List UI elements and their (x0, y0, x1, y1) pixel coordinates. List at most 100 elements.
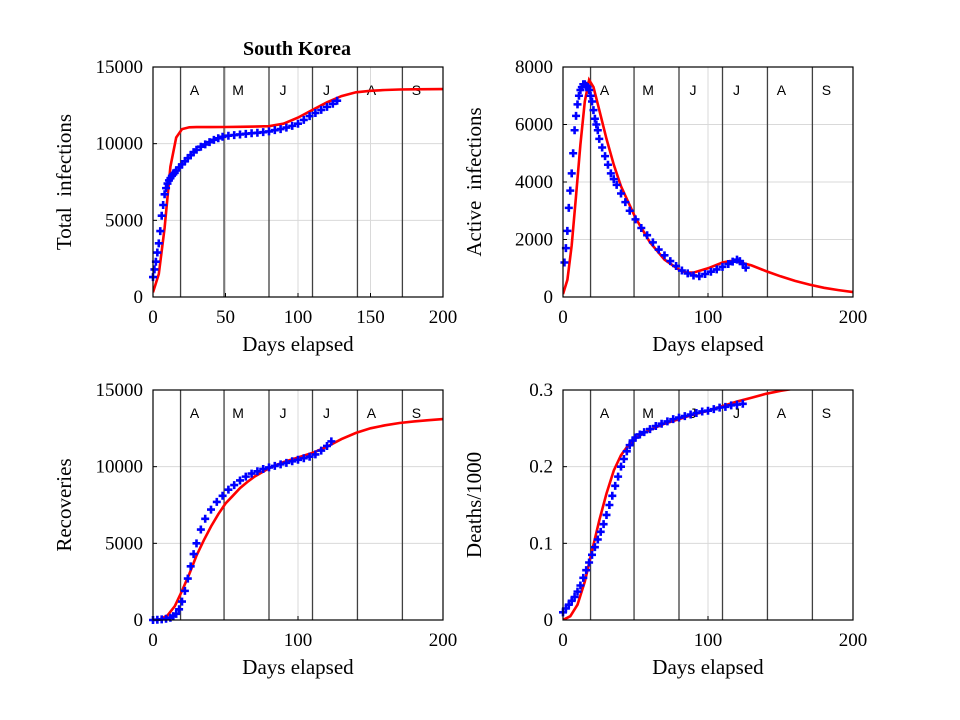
x-tick-label: 100 (694, 307, 723, 328)
observed-point (209, 135, 218, 144)
x-tick-label: 0 (558, 307, 568, 328)
observed-point (672, 261, 681, 270)
x-tick-label: 0 (148, 307, 158, 328)
y-tick-label: 15000 (96, 380, 144, 401)
observed-point (311, 450, 320, 459)
observed-point (589, 106, 598, 115)
observed-point (712, 265, 721, 274)
observed-point (586, 91, 595, 100)
observed-point (172, 609, 181, 618)
observed-point (609, 175, 618, 184)
observed-point (570, 593, 579, 601)
model-line (563, 76, 853, 295)
observed-point (201, 514, 210, 523)
y-tick-label: 0 (544, 610, 554, 631)
observed-point (648, 238, 657, 247)
observed-point (288, 457, 297, 466)
month-label: A (600, 405, 610, 421)
observed-point (218, 491, 227, 500)
observed-point (603, 160, 612, 169)
observed-point (621, 198, 630, 207)
observed-point (741, 263, 750, 272)
observed-point (305, 112, 314, 121)
model-line (153, 417, 443, 620)
observed-point (214, 134, 223, 143)
observed-point (663, 417, 672, 426)
observed-point (718, 262, 727, 271)
observed-point (654, 245, 663, 254)
observed-point (570, 126, 579, 135)
observed-point (573, 587, 582, 596)
observed-point (572, 111, 581, 120)
observed-point (207, 505, 215, 514)
x-axis-label: Days elapsed (652, 655, 764, 679)
observed-point (189, 550, 198, 559)
observed-point (675, 413, 683, 422)
observed-point (619, 455, 628, 463)
observed-point (614, 472, 623, 481)
observed-point (590, 114, 599, 123)
observed-point (695, 272, 704, 281)
observed-point (196, 525, 205, 534)
observed-point (596, 527, 605, 536)
observed-point (606, 169, 615, 178)
observed-point (253, 467, 262, 476)
observed-point (192, 145, 201, 154)
x-tick-label: 200 (429, 630, 458, 651)
observed-point (153, 248, 162, 257)
y-tick-label: 0.2 (529, 457, 553, 478)
month-label: A (777, 405, 787, 421)
month-label: A (190, 82, 200, 98)
observed-point (311, 109, 320, 117)
month-label: J (733, 405, 740, 421)
y-tick-label: 0 (544, 287, 554, 308)
observed-point (241, 472, 250, 481)
observed-point (631, 433, 640, 442)
x-tick-label: 100 (284, 307, 313, 328)
month-label: J (323, 405, 330, 421)
observed-point (212, 497, 221, 506)
observed-point (592, 120, 601, 129)
figure-title: South Korea (243, 38, 351, 60)
month-label: A (600, 82, 610, 98)
observed-point (595, 134, 604, 143)
observed-point (686, 410, 695, 419)
x-tick-label: 0 (558, 630, 568, 651)
observed-point (593, 535, 602, 544)
observed-point (728, 257, 737, 266)
observed-series (559, 399, 747, 617)
observed-point (180, 586, 189, 595)
model-line (153, 87, 443, 293)
observed-point (317, 105, 326, 114)
observed-point (323, 102, 331, 111)
x-axis-label: Days elapsed (652, 332, 764, 356)
x-tick-label: 0 (148, 630, 158, 651)
observed-series (149, 437, 336, 624)
x-tick-label: 150 (356, 307, 385, 328)
observed-point (573, 100, 582, 109)
observed-point (224, 485, 233, 494)
month-label: J (280, 405, 287, 421)
month-label: S (822, 82, 831, 98)
observed-point (721, 402, 730, 411)
month-label: S (822, 405, 831, 421)
observed-point (299, 454, 308, 463)
month-label: M (642, 82, 654, 98)
observed-point (617, 462, 625, 471)
observed-point (643, 231, 652, 240)
observed-point (270, 461, 279, 470)
observed-point (598, 143, 607, 152)
observed-point (660, 251, 669, 260)
observed-point (560, 258, 569, 267)
y-tick-label: 0 (134, 287, 144, 308)
observed-point (631, 215, 640, 224)
observed-point (602, 510, 611, 519)
observed-point (738, 399, 747, 408)
y-axis-label: Deaths/1000 (462, 452, 486, 558)
observed-point (156, 227, 165, 236)
x-axis-label: Days elapsed (242, 655, 354, 679)
observed-point (677, 266, 686, 275)
month-label: A (367, 405, 377, 421)
